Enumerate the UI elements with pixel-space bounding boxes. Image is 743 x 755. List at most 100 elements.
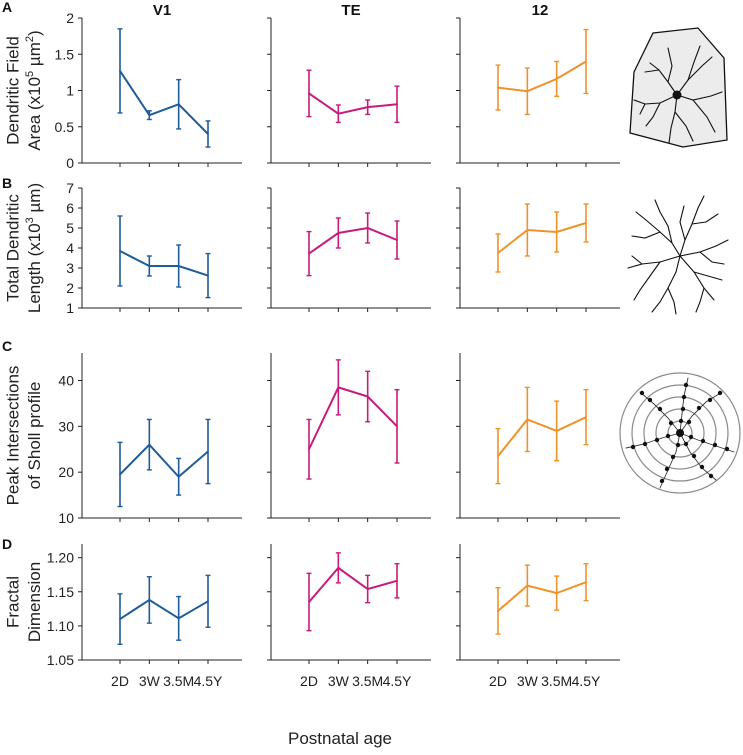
data-point — [366, 588, 369, 590]
panel-d-12: 2D 3W 3.5M 4.5Y — [456, 544, 620, 689]
data-point — [337, 566, 340, 569]
data-point — [497, 455, 499, 458]
data-point — [207, 600, 209, 603]
data-point — [497, 86, 499, 89]
y-tick-label: 3 — [66, 260, 74, 276]
y-tick-label: 5 — [66, 220, 74, 236]
data-point — [337, 386, 340, 389]
data-point — [148, 265, 151, 267]
x-tick-label: 4.5Y — [383, 673, 412, 689]
data-point — [308, 252, 310, 255]
sholl-analysis-illustration — [619, 372, 741, 494]
data-point — [308, 92, 310, 95]
panel-a-12 — [456, 17, 620, 167]
y-tick-label: 7 — [66, 180, 74, 196]
data-point — [337, 232, 340, 234]
data-point — [308, 448, 310, 451]
series-line-12 — [497, 222, 587, 254]
panel-letter-c: C — [2, 338, 12, 354]
y-axis-label-line2: Length (x103 µm) — [24, 183, 45, 313]
series-line-12 — [497, 60, 587, 93]
data-point — [119, 618, 121, 620]
panel-c-12 — [456, 353, 620, 522]
y-tick-label: 0.5 — [55, 119, 75, 135]
data-point — [526, 584, 529, 587]
x-tick-label: 2D — [111, 673, 129, 689]
panel-b-te — [267, 187, 431, 312]
series-line-v1 — [119, 443, 209, 479]
x-tick-label: 3.5M — [163, 673, 194, 689]
y-tick-label: 6 — [66, 200, 74, 216]
y-axis-label-line1: Peak Intersections — [3, 366, 22, 506]
series-line-te — [308, 566, 398, 603]
y-tick-label: 1 — [66, 300, 74, 316]
data-point — [119, 250, 121, 252]
panel-letter-d: D — [2, 536, 12, 552]
data-point — [207, 274, 209, 277]
data-point — [337, 112, 340, 115]
y-axis-label-line2: Dimension — [25, 562, 44, 642]
dendritic-tree-illustration — [627, 195, 729, 315]
data-point — [148, 443, 151, 446]
data-point — [119, 473, 121, 476]
data-point — [585, 581, 587, 584]
data-point — [555, 430, 558, 432]
data-point — [148, 114, 151, 117]
y-tick-label: 1.05 — [47, 652, 74, 668]
panel-letter-b: B — [2, 175, 12, 191]
data-point — [555, 231, 558, 233]
y-tick-label: 1.15 — [47, 584, 74, 600]
data-point — [555, 78, 558, 80]
data-point — [396, 425, 398, 428]
panel-c-v1: 10 20 30 40 — [58, 353, 242, 526]
panel-a-te — [267, 17, 431, 167]
y-tick-label: 30 — [58, 418, 74, 434]
panel-c-te — [267, 353, 431, 522]
data-point — [497, 609, 499, 612]
data-point — [585, 222, 587, 224]
x-tick-label: 3W — [139, 673, 161, 689]
panel-d-v1: 1.05 1.10 1.15 1.20 2D 3W 3.5M 4.5Y — [47, 544, 242, 689]
data-point — [396, 579, 398, 582]
y-tick-label: 2 — [66, 280, 74, 296]
x-axis-label: Postnatal age — [288, 729, 392, 748]
x-tick-label: 3.5M — [352, 673, 383, 689]
y-tick-label: 4 — [66, 240, 74, 256]
y-tick-label: 1.5 — [55, 46, 75, 62]
data-point — [497, 252, 499, 254]
data-point — [366, 227, 369, 229]
x-tick-label: 2D — [489, 673, 507, 689]
column-title-te: TE — [341, 2, 360, 19]
data-point — [366, 106, 369, 109]
series-line-te — [308, 386, 398, 450]
y-axis-label-line1: Fractal — [3, 576, 22, 628]
data-point — [148, 599, 151, 601]
x-tick-label: 4.5Y — [572, 673, 601, 689]
panel-b-v1: 1 2 3 4 5 6 7 — [66, 180, 242, 316]
series-line-v1 — [119, 250, 209, 277]
y-tick-label: 40 — [58, 373, 74, 389]
data-point — [177, 265, 180, 267]
series-line-v1 — [119, 70, 209, 135]
panel-a-v1: 0 0.5 1 1.5 2 — [55, 10, 242, 171]
column-title-v1: V1 — [153, 2, 171, 19]
data-point — [207, 450, 209, 453]
data-point — [526, 90, 529, 93]
data-point — [526, 229, 529, 231]
y-tick-label: 20 — [58, 464, 74, 480]
panel-letter-a: A — [2, 0, 12, 15]
data-point — [177, 475, 180, 478]
data-point — [119, 70, 121, 72]
panel-d-te: 2D 3W 3.5M 4.5Y — [267, 544, 431, 689]
x-tick-label: 3W — [517, 673, 539, 689]
x-tick-label: 3W — [328, 673, 350, 689]
y-axis-label-line1: Dendritic Field — [3, 36, 22, 145]
data-point — [308, 601, 310, 603]
y-tick-label: 0 — [66, 155, 74, 171]
series-line-v1 — [119, 598, 209, 620]
data-point — [396, 239, 398, 241]
data-point — [207, 133, 209, 135]
y-axis-label-line1: Total Dendritic — [3, 194, 22, 302]
series-line-te — [308, 226, 398, 255]
